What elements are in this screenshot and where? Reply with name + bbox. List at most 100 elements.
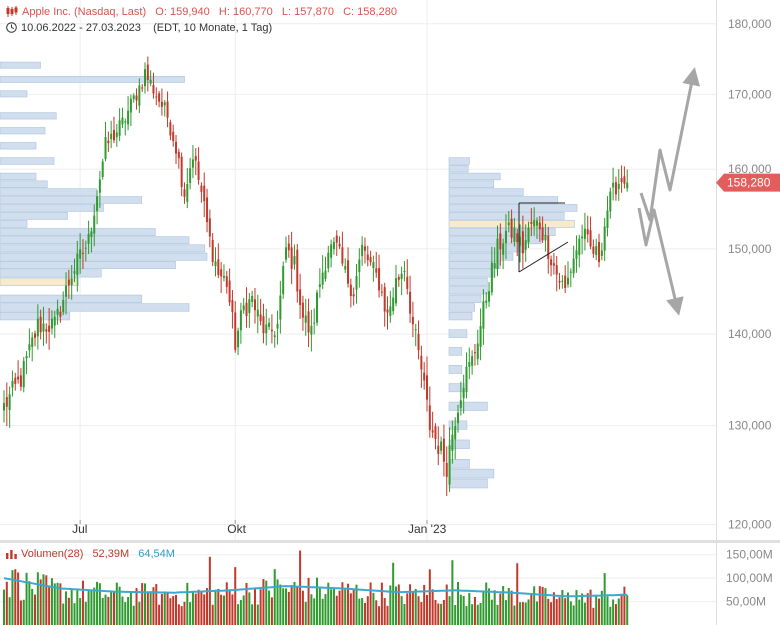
volume-profile-bar (448, 157, 470, 165)
volume-panel (0, 550, 716, 625)
candle-body (324, 270, 327, 279)
volume-profile-bar (448, 347, 463, 356)
candle-body (592, 246, 595, 254)
volume-bar (144, 583, 146, 625)
candle-body (146, 64, 149, 80)
volume-bar (445, 584, 448, 625)
volume-bar (206, 588, 209, 625)
volume-bar (189, 602, 192, 625)
volume-bar (158, 604, 161, 625)
candle-body (473, 352, 476, 354)
candle-body (56, 308, 59, 315)
candle-body (208, 218, 211, 237)
volume-bar (19, 600, 22, 625)
volume-bar (107, 596, 110, 625)
candle-body (200, 185, 203, 192)
volume-bar (347, 583, 350, 625)
last-price-label: 158,280 (727, 176, 771, 190)
volume-bar (79, 598, 82, 625)
candle-body (268, 322, 271, 327)
volume-bar (45, 575, 48, 625)
volume-bar (586, 593, 589, 625)
volume-bar (301, 590, 304, 625)
candle-body (138, 85, 141, 106)
time-axis: Jul Okt Jan '23 (72, 520, 447, 536)
volume-bar (420, 602, 423, 625)
volume-bar (493, 590, 496, 625)
candle-body (603, 226, 606, 251)
candle-body (282, 265, 285, 295)
volume-bar (285, 588, 287, 625)
volume-bar (341, 582, 344, 625)
volume-bar (423, 584, 426, 625)
candle-body (127, 110, 130, 125)
volume-bar (259, 589, 262, 625)
candle-body (544, 234, 547, 241)
instrument-header: Apple Inc. (Nasdaq, Last) O: 159,940 H: … (6, 6, 397, 20)
volume-value: 52,39M (92, 548, 130, 560)
candle-body (65, 285, 68, 297)
candle-body (535, 220, 538, 226)
open-value: 159,940 (169, 6, 210, 18)
volume-bar (76, 590, 79, 625)
candle-body (299, 289, 302, 306)
volume-bar (115, 582, 118, 625)
volume-bar (245, 583, 248, 625)
candle-body (335, 235, 338, 243)
volume-profile-bar (0, 90, 28, 98)
volume-profile-bar (448, 269, 495, 278)
volume-bar (34, 594, 37, 625)
candle-body (372, 261, 375, 269)
candle-body (496, 238, 499, 270)
volume-bar (369, 582, 372, 625)
volume-bar (183, 601, 186, 625)
volume-profile-bar (448, 180, 495, 188)
volume-profile-bar (448, 365, 463, 374)
volume-bar (70, 588, 73, 625)
candle-body (107, 140, 110, 144)
volume-bar (592, 607, 595, 625)
volume-bar (521, 602, 524, 625)
volume-bar (62, 603, 65, 625)
volume-bar (248, 592, 251, 625)
candle-body (420, 355, 423, 370)
candle-body (155, 96, 158, 98)
candle-body (614, 182, 617, 195)
volume-bar (186, 582, 189, 625)
candle-body (355, 276, 358, 290)
candle-body (214, 261, 217, 267)
volume-bar (200, 590, 203, 625)
volume-bar (129, 591, 132, 625)
candle-body (245, 302, 248, 316)
candle-body (296, 249, 299, 292)
volume-bar (251, 604, 254, 625)
close-value: 158,280 (357, 6, 397, 18)
panel-separator (0, 540, 780, 543)
candle-body (479, 325, 482, 347)
volume-bar (231, 594, 234, 625)
volume-profile-bar (0, 269, 102, 278)
candle-body (527, 227, 530, 243)
volume-bar (535, 601, 538, 625)
volume-bar (256, 604, 259, 625)
candle-body (338, 243, 341, 247)
candle-body (386, 309, 389, 313)
volume-profile-bar (448, 311, 473, 321)
volume-bar (121, 596, 124, 625)
volume-bar (228, 589, 231, 625)
candle-body (567, 277, 569, 285)
candle-body (183, 189, 186, 197)
volume-bar (327, 582, 330, 625)
price-tick-label: 160,000 (728, 162, 772, 176)
candle-body (36, 318, 39, 337)
price-axis: 180,000 170,000 160,000 150,000 140,000 130,0… (728, 17, 772, 532)
volume-profile-bar (0, 228, 156, 236)
volume-bar (138, 601, 141, 625)
time-tick-label: Jul (72, 522, 87, 536)
volume-bar (307, 577, 310, 625)
volume-bar (225, 582, 228, 625)
volume-bar (386, 605, 389, 625)
volume-bar (612, 599, 615, 625)
